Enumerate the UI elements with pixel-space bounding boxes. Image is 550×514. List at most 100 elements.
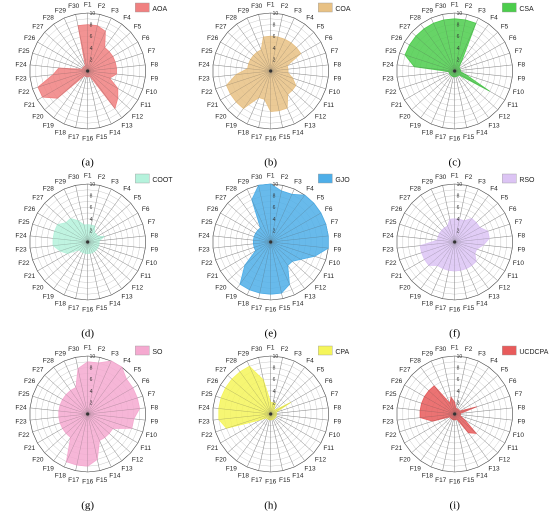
axis-label: F27 xyxy=(399,195,411,202)
axis-label: F17 xyxy=(435,477,447,484)
axis-spoke-overlay xyxy=(44,413,88,453)
axis-spoke-overlay xyxy=(227,242,272,282)
axis-spoke-overlay xyxy=(403,413,455,443)
axis-spoke-overlay xyxy=(87,24,122,72)
axis-label: F29 xyxy=(421,179,433,186)
axis-label: F24 xyxy=(199,233,211,240)
axis-label: F25 xyxy=(385,219,397,226)
axis-spoke-overlay xyxy=(403,70,455,101)
axis-spoke-overlay xyxy=(454,17,479,72)
axis-label: F11 xyxy=(324,445,335,452)
axis-spoke-overlay xyxy=(442,242,455,300)
axis-spoke-overlay xyxy=(454,41,505,72)
axis-spoke-overlay xyxy=(430,17,455,72)
axis-spoke-overlay xyxy=(454,185,467,243)
axis-spoke-overlay xyxy=(399,52,455,72)
axis-spoke-overlay xyxy=(454,24,489,72)
axis-label: F26 xyxy=(207,35,219,42)
axis-label: F9 xyxy=(334,76,342,83)
axis-label: F27 xyxy=(399,24,411,31)
axis-label: F21 xyxy=(207,445,219,452)
axis-label: F13 xyxy=(488,294,500,301)
axis-spoke-overlay xyxy=(454,195,489,243)
axis-spoke-overlay xyxy=(396,64,455,72)
axis-spoke-overlay xyxy=(258,356,272,414)
axis-spoke-overlay xyxy=(37,41,88,72)
axis-label: F24 xyxy=(199,62,211,69)
axis-spoke-overlay xyxy=(87,41,138,72)
legend-label: CPA xyxy=(336,349,350,356)
radial-tick-label: 4 xyxy=(456,217,459,223)
axis-spoke-overlay xyxy=(454,374,498,414)
axis-spoke-overlay xyxy=(454,70,489,118)
axis-spoke-overlay xyxy=(430,70,455,125)
axis-label: F10 xyxy=(329,432,341,439)
radial-tick-label: 4 xyxy=(273,217,276,223)
axis-label: F24 xyxy=(382,233,394,240)
axis-spoke-overlay xyxy=(430,189,455,243)
axis-spoke-overlay xyxy=(411,70,455,110)
axis-spoke-overlay xyxy=(442,185,455,243)
axis-label: F6 xyxy=(325,35,333,42)
axis-label: F19 xyxy=(43,294,55,301)
axis-label: F14 xyxy=(109,130,121,137)
axis-spoke-overlay xyxy=(44,242,88,282)
radial-tick-label: 10 xyxy=(456,182,462,188)
axis-label: F12 xyxy=(315,285,327,292)
axis-label: F6 xyxy=(142,35,150,42)
axis-label: F29 xyxy=(238,7,250,14)
axis-spoke-overlay xyxy=(454,14,467,72)
axis-spoke-overlay xyxy=(87,356,100,414)
axis-spoke-overlay xyxy=(87,242,100,300)
radial-tick-label: 6 xyxy=(90,377,93,383)
axis-spoke-overlay xyxy=(454,413,498,453)
axis-spoke-overlay xyxy=(236,366,272,414)
axis-spoke-overlay xyxy=(258,70,272,128)
axis-label: F5 xyxy=(134,24,142,31)
axis-label: F24 xyxy=(382,62,394,69)
axis-label: F24 xyxy=(15,62,27,69)
axis-spoke-overlay xyxy=(258,14,272,72)
axis-spoke-overlay xyxy=(454,213,505,243)
axis-spoke-overlay xyxy=(420,195,455,243)
axis-label: F14 xyxy=(109,472,121,479)
axis-label: F3 xyxy=(294,7,302,14)
axis-label: F22 xyxy=(18,261,30,268)
axis-spoke-overlay xyxy=(63,413,88,467)
axis-spoke-overlay xyxy=(220,70,272,101)
axis-label: F18 xyxy=(238,301,250,308)
axis-label: F16 xyxy=(82,307,94,314)
axis-label: F20 xyxy=(32,456,44,463)
axis-label: F19 xyxy=(43,465,55,472)
axis-label: F17 xyxy=(435,134,447,141)
axis-spoke-overlay xyxy=(430,413,455,467)
axis-label: F9 xyxy=(517,418,525,425)
axis-spoke-overlay xyxy=(87,203,131,243)
axis-label: F20 xyxy=(216,113,228,120)
axis-spoke-overlay xyxy=(87,213,138,243)
axis-spoke-overlay xyxy=(29,407,88,414)
legend-swatch xyxy=(135,2,150,13)
axis-label: F18 xyxy=(421,472,433,479)
axis-label: F1 xyxy=(451,2,459,9)
axis-label: F12 xyxy=(132,285,144,292)
axis-label: F21 xyxy=(391,273,403,280)
radial-tick-label: 4 xyxy=(90,46,93,52)
axis-label: F13 xyxy=(488,465,500,472)
axis-label: F17 xyxy=(68,134,80,141)
axis-spoke-overlay xyxy=(220,384,272,414)
axis-spoke-overlay xyxy=(454,236,512,243)
radial-tick-label: 8 xyxy=(273,365,276,371)
axis-spoke-overlay xyxy=(420,366,455,414)
axis-spoke-overlay xyxy=(258,242,272,300)
axis-label: F17 xyxy=(68,305,80,312)
axis-label: F23 xyxy=(382,76,394,83)
axis-spoke-overlay xyxy=(270,224,327,243)
axis-label: F12 xyxy=(499,285,511,292)
axis-spoke-overlay xyxy=(454,413,479,467)
axis-spoke-overlay xyxy=(454,242,512,249)
axis-label: F16 xyxy=(449,478,461,485)
